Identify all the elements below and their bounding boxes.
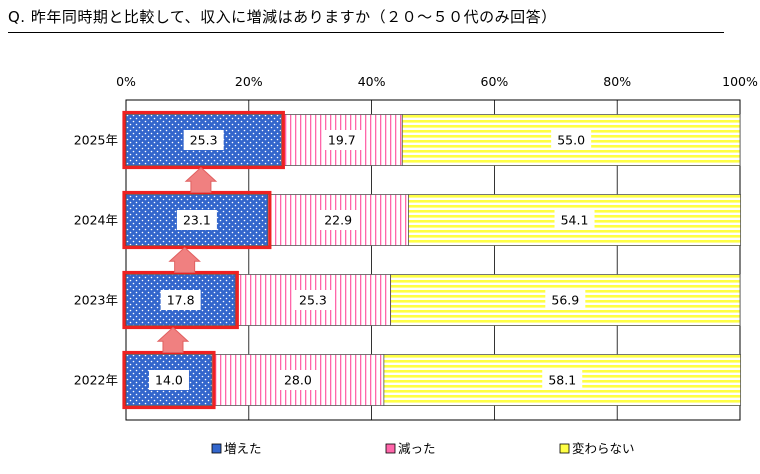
data-label: 14.0 (155, 373, 183, 388)
data-label-box (321, 130, 362, 150)
data-label-box (554, 210, 595, 230)
legend-swatch (385, 443, 396, 454)
x-tick-label: 100% (722, 74, 758, 89)
data-label-box (148, 370, 189, 390)
chart-title: Q. 昨年同時期と比較して、収入に増減はありますか（２０～５０代のみ回答） (8, 8, 557, 26)
category-label: 2025年 (74, 133, 118, 148)
legend-item: 増えた (211, 441, 262, 456)
legend-item: 減った (385, 441, 436, 456)
data-label-box (277, 370, 318, 390)
x-tick-label: 60% (481, 74, 509, 89)
trend-arrow-icon (156, 326, 190, 353)
data-label-box (551, 130, 592, 150)
x-tick-label: 20% (235, 74, 263, 89)
title-underline (8, 32, 724, 33)
legend-label: 変わらない (572, 441, 635, 456)
data-label-box (318, 210, 359, 230)
data-label-box (183, 130, 224, 150)
legend-swatch (211, 443, 222, 454)
data-label: 58.1 (548, 373, 576, 388)
trend-arrow-icon (184, 166, 218, 193)
data-label-box (545, 290, 586, 310)
data-label: 56.9 (551, 293, 579, 308)
data-label: 55.0 (557, 133, 585, 148)
data-label-box (292, 290, 333, 310)
x-tick-label: 40% (358, 74, 386, 89)
data-label: 23.1 (183, 213, 211, 228)
data-label: 28.0 (284, 373, 312, 388)
category-label: 2022年 (74, 373, 118, 388)
legend-swatch (559, 443, 570, 454)
legend-item: 変わらない (559, 441, 635, 456)
category-label: 2024年 (74, 213, 118, 228)
highlight-box (122, 110, 285, 170)
x-tick-label: 80% (603, 74, 631, 89)
data-label: 19.7 (328, 133, 356, 148)
data-label: 25.3 (190, 133, 218, 148)
legend-label: 増えた (224, 441, 262, 456)
data-label: 54.1 (561, 213, 589, 228)
data-label: 17.8 (167, 293, 195, 308)
trend-arrow-icon (168, 246, 201, 273)
x-tick-label: 0% (116, 74, 136, 89)
data-label-box (160, 290, 201, 310)
data-label: 25.3 (299, 293, 327, 308)
category-label: 2023年 (74, 293, 118, 308)
legend-label: 減った (398, 441, 436, 456)
data-label-box (542, 370, 583, 390)
data-label-box (176, 210, 217, 230)
data-label: 22.9 (324, 213, 352, 228)
